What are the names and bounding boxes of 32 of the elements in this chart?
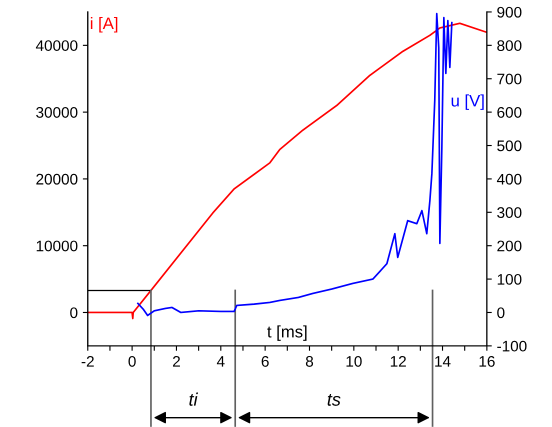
x-tick-label: 8 <box>306 356 314 367</box>
y-tick-label: 0 <box>70 307 78 318</box>
series-label: u [V] <box>452 94 484 110</box>
text: ts <box>328 394 341 406</box>
x-tick-label: 10 <box>346 356 362 367</box>
y2-tick-label: -100 <box>497 340 527 352</box>
y2-tick-label: 400 <box>496 174 522 185</box>
x-tick-label: 12 <box>390 356 406 367</box>
line-series <box>137 12 453 316</box>
x-tick-label: -2 <box>82 356 94 367</box>
text: ti <box>189 392 198 406</box>
x-tick-label: 2 <box>172 356 180 367</box>
y-tick-label: 10000 <box>36 240 78 252</box>
y-tick-label: 40000 <box>36 40 78 52</box>
y2-tick-label: 200 <box>497 240 522 252</box>
y2-tick-label: 100 <box>498 274 522 285</box>
y2-tick-label: 900 <box>497 6 522 18</box>
y-tick-label: 30000 <box>36 107 78 118</box>
y-tick-label: 20000 <box>36 174 78 185</box>
y2-tick-label: 500 <box>497 140 522 152</box>
y2-tick-label: 300 <box>497 207 522 218</box>
x-tick-label: 0 <box>128 356 136 367</box>
y2-tick-label: 800 <box>497 40 522 52</box>
y2-tick-label: 600 <box>497 107 522 118</box>
x-tick-label: 6 <box>262 356 269 367</box>
x-tick-label: 16 <box>480 356 495 367</box>
x-tick-label: 14 <box>435 356 451 367</box>
y2-tick-label: 0 <box>497 307 504 318</box>
x-axis-title: t [ms] <box>267 325 306 341</box>
x-tick-label: 4 <box>216 356 225 367</box>
y2-tick-label: 700 <box>497 74 522 84</box>
text: i [A] <box>90 16 118 32</box>
